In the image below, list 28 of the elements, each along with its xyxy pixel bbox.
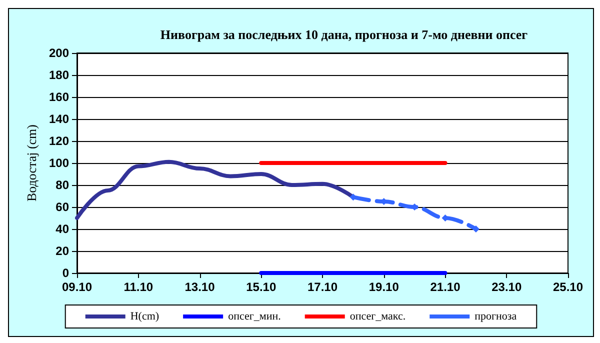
point xyxy=(472,226,480,232)
y-tick-label: 80 xyxy=(56,178,70,192)
line-series xyxy=(75,160,356,220)
y-tick-label: 200 xyxy=(48,46,70,60)
legend-label: H(cm) xyxy=(130,310,160,322)
x-tick-label: 19.10 xyxy=(368,280,400,294)
x-tick-label: 23.10 xyxy=(492,280,522,294)
y-tick-label: 0 xyxy=(62,266,70,280)
chart-title: Нивограм за последњих 10 дана, прогноза и 7-мо дневни опсег xyxy=(160,27,528,42)
x-tick-label: 15.10 xyxy=(246,280,276,294)
y-tick-label: 40 xyxy=(56,222,70,236)
legend-label: прогноза xyxy=(474,310,517,322)
legend-label: опсег_макс. xyxy=(350,310,406,322)
y-tick-label: 20 xyxy=(56,244,70,258)
y-tick-label: 140 xyxy=(48,112,70,126)
x-tick-label: 21.10 xyxy=(430,280,461,294)
y-tick-label: 60 xyxy=(56,200,70,214)
y-tick-label: 180 xyxy=(48,68,70,82)
y-tick-label: 120 xyxy=(48,134,70,148)
x-tick-label: 11.10 xyxy=(124,280,154,294)
x-tick-label: 13.10 xyxy=(184,280,216,294)
x-tick-label: 25.10 xyxy=(552,280,584,294)
y-tick-label: 160 xyxy=(48,90,70,104)
x-tick-label: 17.10 xyxy=(307,280,338,294)
y-tick-label: 100 xyxy=(48,156,70,170)
y-axis-title: Водостај (cm) xyxy=(24,124,40,202)
x-tick-label: 09.10 xyxy=(62,280,92,294)
legend-label: опсег_мин. xyxy=(228,310,282,322)
